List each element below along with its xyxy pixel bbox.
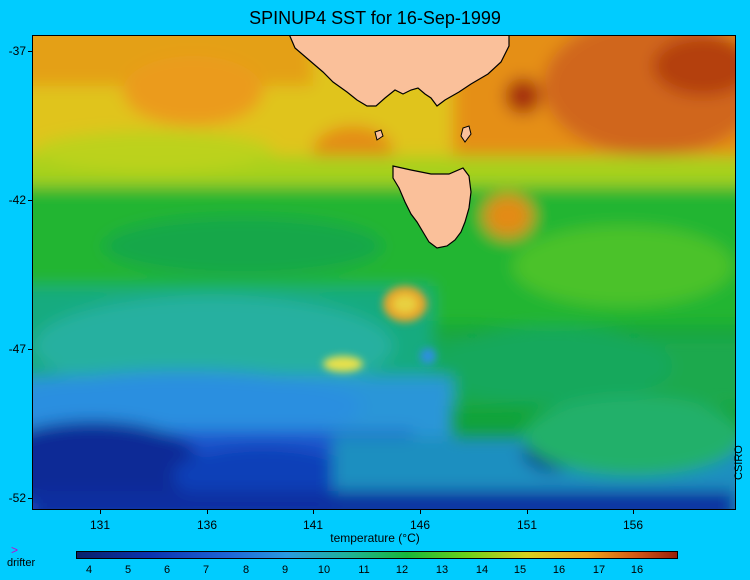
- x-tick-label: 131: [89, 518, 111, 532]
- colorbar-tick: 16: [630, 564, 644, 576]
- colorbar-tick: 4: [85, 564, 93, 576]
- colorbar-tick: 11: [358, 564, 370, 576]
- colorbar-tick: 13: [435, 564, 449, 576]
- flinders-island: [460, 125, 472, 143]
- y-tick-label: -42: [8, 193, 26, 207]
- colorbar-tick: 5: [124, 564, 132, 576]
- y-tick-mark: [28, 349, 33, 350]
- y-tick-mark: [28, 200, 33, 201]
- king-island: [374, 129, 384, 141]
- colorbar-tick: 16: [552, 564, 566, 576]
- x-tick-label: 146: [409, 518, 431, 532]
- x-tick-mark: [100, 509, 101, 514]
- colorbar-tick: 12: [395, 564, 409, 576]
- x-tick-mark: [207, 509, 208, 514]
- x-tick-mark: [313, 509, 314, 514]
- sst-field: [33, 36, 735, 509]
- x-tick-label: 141: [302, 518, 324, 532]
- sst-map[interactable]: [32, 35, 736, 510]
- colorbar-tick: 14: [475, 564, 489, 576]
- x-tick-mark: [633, 509, 634, 514]
- drifter-legend-label: drifter: [7, 557, 36, 569]
- mainland-australia: [289, 36, 510, 107]
- y-tick-label: -37: [8, 44, 26, 58]
- credit-label: CSIRO: [733, 445, 745, 480]
- y-tick-label: -52: [8, 491, 26, 505]
- colorbar-tick: 17: [592, 564, 606, 576]
- x-tick-mark: [420, 509, 421, 514]
- y-tick-mark: [28, 51, 33, 52]
- map-title: SPINUP4 SST for 16-Sep-1999: [249, 8, 501, 28]
- y-tick-label: -47: [8, 342, 26, 356]
- drifter-marker-icon: >: [11, 543, 19, 557]
- tasmania: [392, 165, 472, 249]
- colorbar-tick: 7: [202, 564, 210, 576]
- colorbar-tick: 6: [163, 564, 171, 576]
- x-tick-label: 136: [196, 518, 218, 532]
- x-tick-label: 151: [516, 518, 538, 532]
- colorbar-tick: 9: [281, 564, 289, 576]
- colorbar-tick: 8: [242, 564, 250, 576]
- y-tick-mark: [28, 498, 33, 499]
- x-tick-label: 156: [622, 518, 644, 532]
- colorbar-tick: 10: [317, 564, 331, 576]
- colorbar-label: temperature (°C): [330, 531, 420, 545]
- temperature-colorbar: [76, 551, 678, 559]
- colorbar-tick: 15: [513, 564, 527, 576]
- x-tick-mark: [527, 509, 528, 514]
